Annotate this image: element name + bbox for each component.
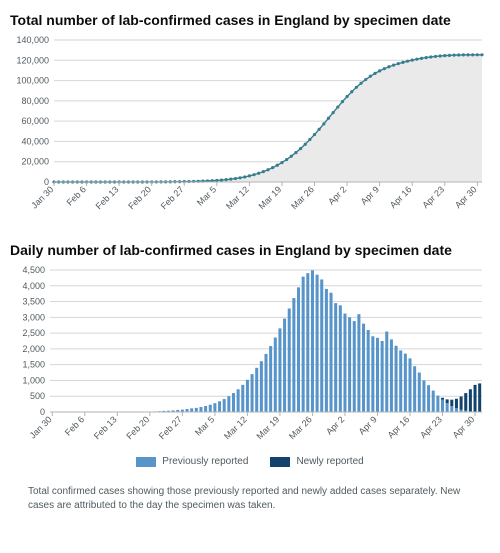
legend-swatch-new xyxy=(270,457,290,467)
svg-text:Mar 12: Mar 12 xyxy=(224,184,251,211)
daily-chart-title: Daily number of lab-confirmed cases in E… xyxy=(10,242,490,258)
legend-item-new: Newly reported xyxy=(270,456,363,467)
svg-text:Apr 23: Apr 23 xyxy=(418,414,444,440)
legend-label-new: Newly reported xyxy=(296,456,363,467)
svg-text:60,000: 60,000 xyxy=(21,116,49,126)
svg-text:20,000: 20,000 xyxy=(21,157,49,167)
daily-chart-plot: 05001,0001,5002,0002,5003,0003,5004,0004… xyxy=(10,264,490,454)
legend-item-previous: Previously reported xyxy=(136,456,248,467)
legend-label-previous: Previously reported xyxy=(162,456,248,467)
daily-chart-block: Daily number of lab-confirmed cases in E… xyxy=(10,242,490,467)
svg-text:Apr 2: Apr 2 xyxy=(324,414,346,436)
svg-text:Apr 9: Apr 9 xyxy=(357,414,379,436)
svg-text:40,000: 40,000 xyxy=(21,136,49,146)
svg-text:Mar 12: Mar 12 xyxy=(222,414,249,441)
svg-text:Mar 5: Mar 5 xyxy=(193,414,216,437)
svg-text:Apr 2: Apr 2 xyxy=(326,184,348,206)
svg-text:500: 500 xyxy=(30,391,45,401)
svg-text:Feb 27: Feb 27 xyxy=(159,184,186,211)
svg-text:Feb 13: Feb 13 xyxy=(92,414,119,441)
svg-text:Feb 20: Feb 20 xyxy=(124,414,151,441)
svg-text:Feb 6: Feb 6 xyxy=(65,184,88,207)
svg-text:Feb 20: Feb 20 xyxy=(126,184,153,211)
svg-text:1,500: 1,500 xyxy=(22,360,45,370)
svg-text:Feb 27: Feb 27 xyxy=(157,414,184,441)
svg-text:Apr 16: Apr 16 xyxy=(388,184,414,210)
svg-text:2,000: 2,000 xyxy=(22,344,45,354)
svg-text:Mar 19: Mar 19 xyxy=(256,184,283,211)
svg-text:Mar 26: Mar 26 xyxy=(289,184,316,211)
svg-text:Jan 30: Jan 30 xyxy=(29,184,55,210)
cumulative-chart-plot: 020,00040,00060,00080,000100,000120,0001… xyxy=(10,34,490,224)
svg-text:4,000: 4,000 xyxy=(22,281,45,291)
legend-swatch-previous xyxy=(136,457,156,467)
svg-text:3,500: 3,500 xyxy=(22,297,45,307)
svg-text:Mar 26: Mar 26 xyxy=(287,414,314,441)
svg-text:Apr 16: Apr 16 xyxy=(386,414,412,440)
daily-chart-legend: Previously reported Newly reported xyxy=(10,456,490,467)
svg-text:2,500: 2,500 xyxy=(22,328,45,338)
svg-text:Apr 30: Apr 30 xyxy=(453,184,479,210)
svg-text:3,000: 3,000 xyxy=(22,312,45,322)
svg-text:Apr 23: Apr 23 xyxy=(420,184,446,210)
cumulative-chart-title: Total number of lab-confirmed cases in E… xyxy=(10,12,490,28)
cumulative-chart-block: Total number of lab-confirmed cases in E… xyxy=(10,12,490,224)
svg-text:Mar 5: Mar 5 xyxy=(195,184,218,207)
svg-text:Apr 30: Apr 30 xyxy=(451,414,477,440)
svg-text:4,500: 4,500 xyxy=(22,265,45,275)
svg-text:Mar 19: Mar 19 xyxy=(254,414,281,441)
footnote-text: Total confirmed cases showing those prev… xyxy=(10,485,490,512)
svg-text:Feb 6: Feb 6 xyxy=(63,414,86,437)
svg-text:1,000: 1,000 xyxy=(22,375,45,385)
svg-text:Feb 13: Feb 13 xyxy=(94,184,121,211)
svg-text:Jan 30: Jan 30 xyxy=(28,414,54,440)
svg-text:120,000: 120,000 xyxy=(16,55,49,65)
svg-text:140,000: 140,000 xyxy=(16,35,49,45)
svg-text:100,000: 100,000 xyxy=(16,76,49,86)
svg-text:Apr 9: Apr 9 xyxy=(359,184,381,206)
svg-text:80,000: 80,000 xyxy=(21,96,49,106)
